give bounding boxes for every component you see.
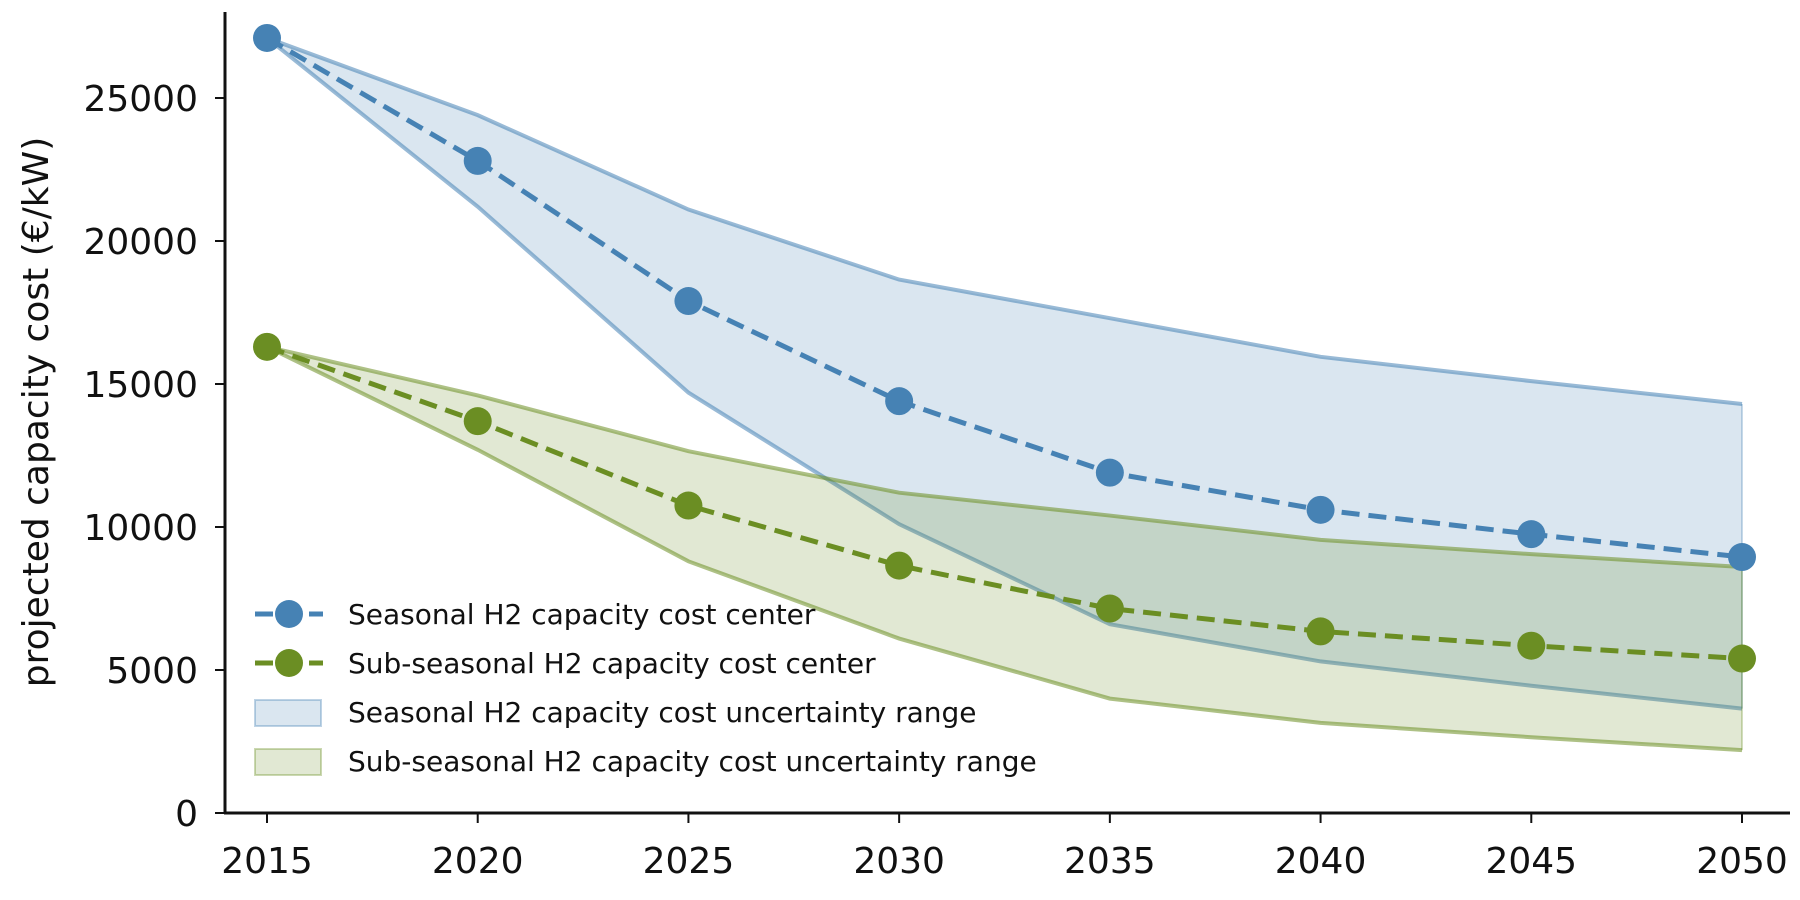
legend-label: Seasonal H2 capacity cost center: [348, 598, 816, 631]
seasonal-h2-capacity-cost-center-point-2045: [1517, 520, 1546, 549]
seasonal-h2-capacity-cost-uncertainty-range-fill: [267, 37, 1742, 709]
sub-seasonal-h2-capacity-cost-uncertainty-range-fill: [267, 346, 1742, 751]
x-tick-label-2045: 2045: [1485, 841, 1577, 882]
seasonal-h2-capacity-cost-center-point-2050: [1728, 543, 1756, 572]
seasonal-h2-capacity-cost-uncertainty-range-lower-edge: [265, 36, 1743, 711]
seasonal-h2-capacity-cost-center-point-2030: [885, 387, 914, 416]
legend-marker-swatch: [275, 649, 303, 677]
x-ticks: 2015 2020 2025 2030 2035 2040 2045 2050: [221, 813, 1788, 882]
seasonal-h2-capacity-cost-center-point-2040: [1306, 495, 1335, 524]
sub-seasonal-h2-capacity-cost-center-line: [266, 344, 1743, 662]
y-tick-label-25000: 25000: [83, 79, 198, 120]
legend-item-sub-seasonal-h2-capacity-cost-center: Sub-seasonal H2 capacity cost center: [255, 647, 876, 680]
sub-seasonal-h2-capacity-cost-center-point-2035: [1095, 594, 1124, 623]
y-tick-label-20000: 20000: [83, 222, 198, 263]
seasonal-h2-capacity-cost-center-point-2020: [463, 146, 492, 175]
y-tick-label-15000: 15000: [83, 365, 198, 406]
legend-item-seasonal-h2-capacity-cost-uncertainty-range: Seasonal H2 capacity cost uncertainty ra…: [254, 696, 976, 729]
y-ticks: 0 5000 10000 15000 20000 25000: [83, 79, 225, 835]
x-tick-label-2020: 2020: [432, 841, 524, 882]
legend-label: Seasonal H2 capacity cost uncertainty ra…: [348, 696, 976, 729]
x-tick-label-2025: 2025: [643, 841, 735, 882]
seasonal-h2-capacity-cost-center-point-2025: [674, 287, 703, 316]
sub-seasonal-h2-capacity-cost-center-point-2020: [463, 407, 492, 436]
sub-seasonal-h2-capacity-cost-center-point-2050: [1728, 644, 1756, 673]
sub-seasonal-h2-capacity-cost-center-point-2040: [1306, 617, 1335, 646]
legend-item-sub-seasonal-h2-capacity-cost-uncertainty-range: Sub-seasonal H2 capacity cost uncertaint…: [254, 745, 1037, 778]
sub-seasonal-h2-capacity-cost-uncertainty-range-upper-edge: [266, 344, 1743, 570]
x-tick-label-2015: 2015: [221, 841, 313, 882]
y-tick-label-0: 0: [175, 794, 198, 835]
seasonal-h2-capacity-cost-center-point-2015: [253, 23, 281, 52]
center-lines: [253, 23, 1756, 673]
x-tick-label-2040: 2040: [1275, 841, 1367, 882]
x-tick-label-2050: 2050: [1696, 841, 1788, 882]
y-axis-title: projected capacity cost (€/kW): [16, 137, 57, 688]
legend-item-seasonal-h2-capacity-cost-center: Seasonal H2 capacity cost center: [255, 598, 816, 631]
y-tick-label-10000: 10000: [83, 508, 198, 549]
legend-label: Sub-seasonal H2 capacity cost center: [348, 647, 876, 680]
x-tick-label-2035: 2035: [1064, 841, 1156, 882]
y-tick-label-5000: 5000: [106, 651, 198, 692]
x-tick-label-2030: 2030: [853, 841, 945, 882]
seasonal-h2-capacity-cost-center-line: [265, 35, 1743, 560]
legend: Seasonal H2 capacity cost center Sub-seas…: [254, 598, 1037, 778]
seasonal-h2-capacity-cost-uncertainty-range-upper-edge: [266, 36, 1743, 407]
legend-band-swatch: [254, 748, 322, 776]
legend-band-swatch: [254, 699, 322, 727]
uncertainty-bands: [265, 36, 1743, 753]
legend-label: Sub-seasonal H2 capacity cost uncertaint…: [348, 745, 1037, 778]
sub-seasonal-h2-capacity-cost-center-point-2025: [674, 491, 703, 520]
legend-marker-swatch: [275, 600, 303, 628]
seasonal-h2-capacity-cost-center-point-2035: [1095, 458, 1124, 487]
sub-seasonal-h2-capacity-cost-center-point-2045: [1517, 631, 1546, 660]
sub-seasonal-h2-capacity-cost-center-point-2030: [885, 551, 914, 580]
sub-seasonal-h2-capacity-cost-uncertainty-range-lower-edge: [266, 345, 1743, 753]
sub-seasonal-h2-capacity-cost-center-point-2015: [253, 332, 281, 361]
axes: [223, 12, 1790, 815]
